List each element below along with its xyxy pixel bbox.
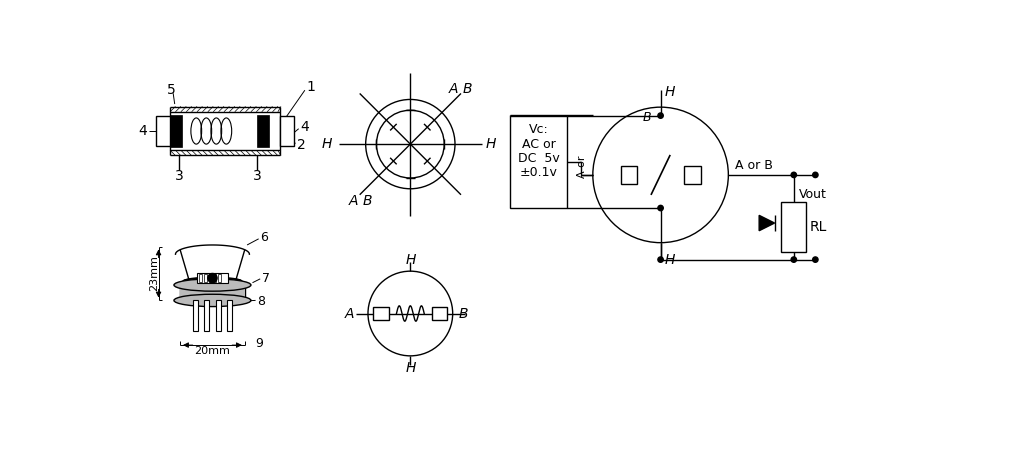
Bar (683, 166, 701, 184)
Text: H: H (406, 253, 416, 267)
Circle shape (791, 172, 796, 178)
Text: A or B: A or B (734, 159, 773, 172)
Bar (194, 300, 198, 331)
Bar (258, 115, 270, 147)
Circle shape (593, 107, 728, 243)
Text: 3: 3 (252, 169, 262, 183)
Text: A: A (448, 82, 458, 96)
Text: 5: 5 (167, 83, 176, 97)
Text: 4: 4 (300, 120, 309, 134)
Circle shape (658, 113, 663, 119)
Circle shape (208, 274, 217, 283)
Bar (621, 166, 638, 184)
Bar (180, 285, 244, 300)
Circle shape (376, 110, 444, 178)
Text: Vc:: Vc: (528, 123, 549, 136)
Text: H: H (486, 137, 497, 151)
Text: B: B (462, 82, 472, 96)
Bar (209, 274, 212, 282)
Text: ±0.1v: ±0.1v (519, 166, 558, 179)
Bar (200, 274, 203, 282)
Bar (216, 300, 221, 331)
Text: B: B (363, 194, 372, 208)
Bar (227, 300, 231, 331)
Text: 23mm: 23mm (149, 256, 159, 291)
Text: 9: 9 (255, 337, 263, 350)
Text: B: B (458, 307, 468, 320)
Circle shape (812, 172, 818, 178)
Text: A: A (345, 307, 354, 320)
Bar (373, 307, 388, 319)
Circle shape (366, 100, 455, 189)
Text: AC or: AC or (521, 138, 556, 151)
Bar (170, 115, 183, 147)
Bar (280, 116, 294, 146)
Bar (156, 116, 170, 146)
Bar (213, 274, 216, 282)
Bar (204, 300, 209, 331)
Text: A: A (349, 194, 358, 208)
Circle shape (658, 257, 663, 263)
Text: 2: 2 (297, 138, 306, 152)
Text: 1: 1 (306, 80, 315, 94)
Bar (197, 273, 228, 283)
Bar (218, 274, 221, 282)
Polygon shape (759, 215, 775, 231)
Text: H: H (664, 85, 674, 99)
Bar (510, 116, 567, 208)
Text: A or: A or (577, 156, 587, 178)
Text: 7: 7 (262, 272, 270, 285)
Circle shape (812, 257, 818, 263)
Bar (170, 112, 280, 150)
Text: 4: 4 (138, 124, 147, 138)
Text: 6: 6 (261, 231, 268, 244)
Ellipse shape (174, 279, 250, 291)
Bar (432, 307, 447, 319)
Text: 20mm: 20mm (195, 346, 230, 356)
Text: H: H (406, 361, 416, 375)
Text: Vout: Vout (798, 188, 826, 200)
Text: H: H (321, 137, 332, 151)
Ellipse shape (174, 294, 250, 307)
Text: 8: 8 (258, 295, 265, 308)
Text: H: H (664, 253, 674, 267)
Text: RL: RL (809, 220, 826, 234)
Text: DC  5v: DC 5v (518, 152, 560, 165)
Circle shape (658, 205, 663, 211)
Circle shape (368, 271, 452, 356)
Circle shape (791, 257, 796, 263)
Text: 3: 3 (175, 169, 184, 183)
Bar (204, 274, 207, 282)
Bar (782, 202, 806, 252)
Text: B: B (643, 111, 651, 124)
